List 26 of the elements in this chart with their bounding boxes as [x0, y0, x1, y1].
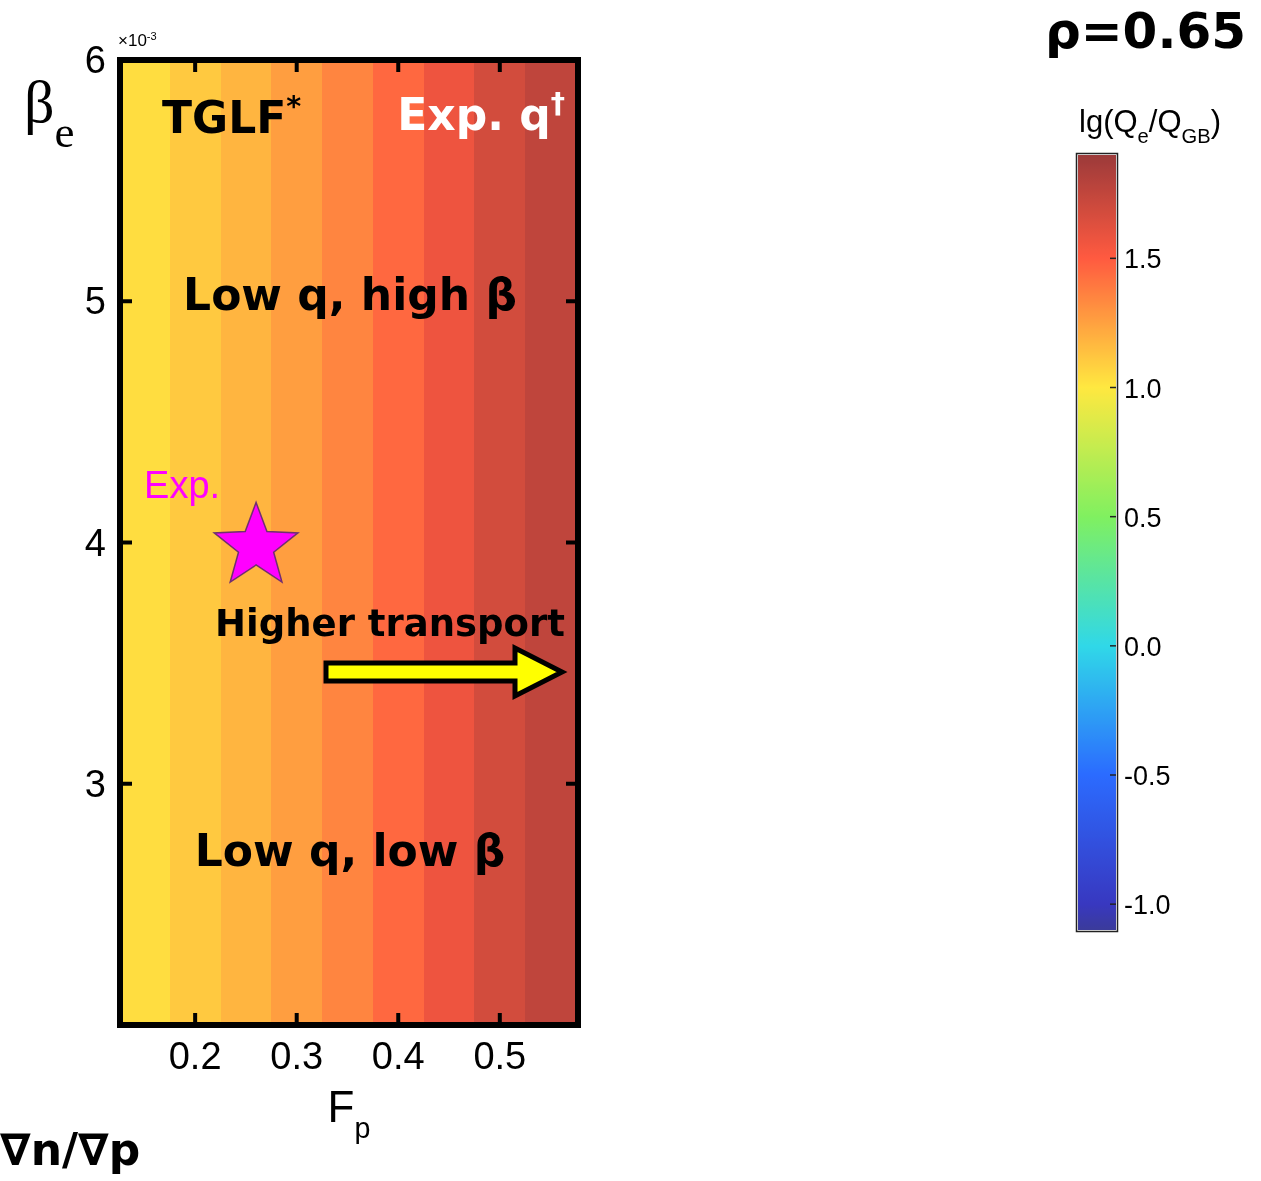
annotation: Higher transport [215, 602, 565, 645]
x-tick-label: 0.2 [168, 1035, 222, 1077]
color-bar-label: -0.5 [1124, 761, 1171, 791]
text: ∇n/∇p [0, 1124, 141, 1175]
y-tick-label: 4 [84, 521, 106, 564]
color-bar-label: 1.5 [1124, 244, 1162, 275]
y-axis-title: β$_{e}$ [24, 69, 75, 157]
y-tick-label: 6 [84, 39, 106, 81]
x-tick-label: 0.5 [473, 1035, 527, 1077]
color-bar-title: lg(Q$_{e}$/Q$_{GB}$) [1079, 104, 1221, 147]
annotation: Low q, low β [194, 825, 506, 876]
annotation: Low q, high β [183, 269, 517, 320]
y-tick-label: 3 [84, 762, 106, 805]
text: ×10$^{-3}$ [118, 30, 157, 50]
x-tick-label: 0.3 [270, 1035, 324, 1077]
x-axis-title: F$_{p}$ [327, 1082, 371, 1144]
series-label: Exp. [144, 463, 221, 506]
y-tick-label: 5 [84, 280, 106, 323]
color-bar-label: -1.0 [1124, 890, 1171, 921]
color-bar-label: 0.0 [1124, 631, 1162, 662]
annotation: TGLF$^{*}$ [162, 89, 302, 143]
annotation: Exp. q$^{†}$ [397, 86, 565, 140]
color-bar-label: 0.5 [1124, 502, 1162, 533]
x-tick-label: 0.4 [371, 1035, 425, 1077]
color-bar-label: 1.0 [1124, 373, 1162, 404]
text: ρ=0.65 [1044, 2, 1246, 60]
